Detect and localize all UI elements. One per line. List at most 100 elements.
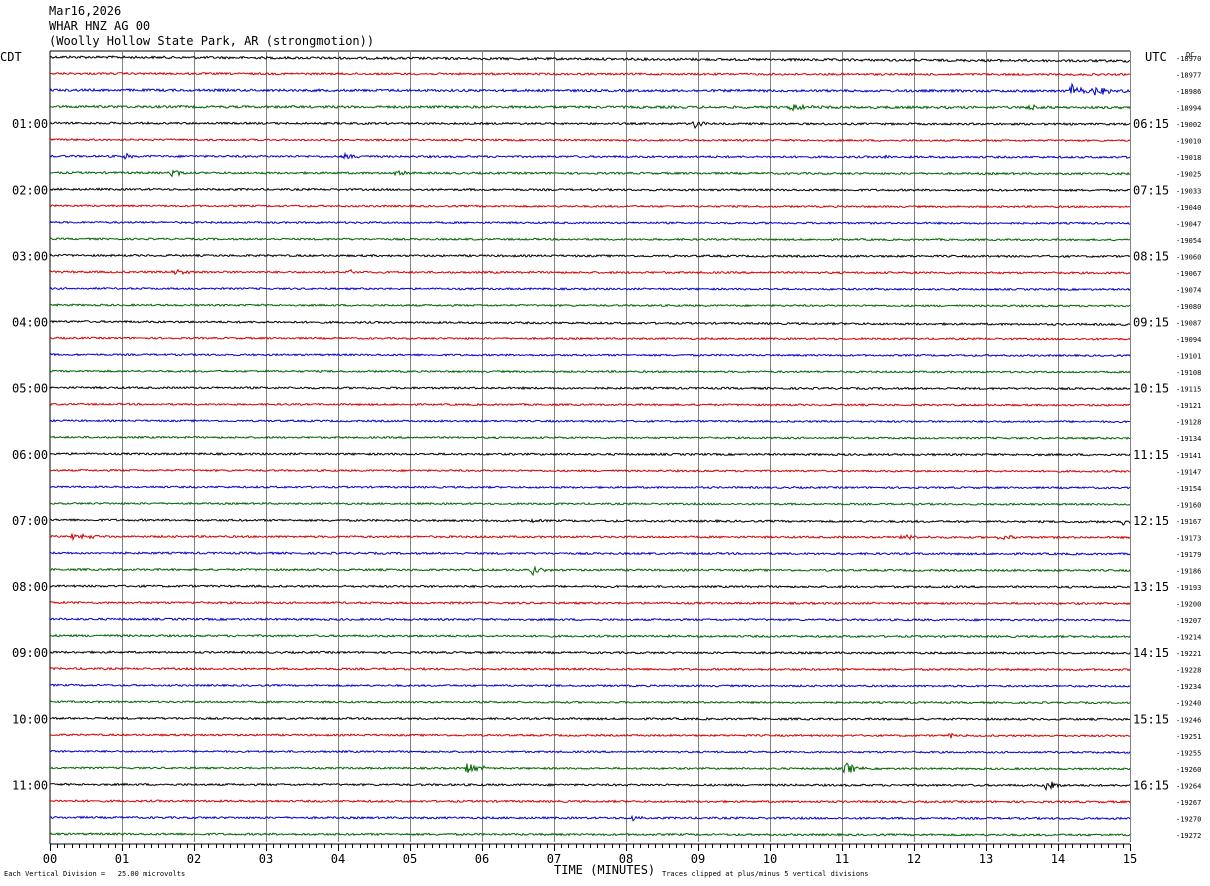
trace-row xyxy=(49,121,1131,129)
cdt-hour-label: 02:00 xyxy=(12,183,48,197)
trace-row xyxy=(49,532,1131,542)
cdt-hour-label: 04:00 xyxy=(12,316,48,330)
dc-offset-label: -19240 xyxy=(1176,700,1201,708)
trace-row xyxy=(49,633,1131,639)
dc-offset-label: -19264 xyxy=(1176,782,1201,790)
dc-offset-label: -19010 xyxy=(1176,138,1201,146)
trace-row xyxy=(49,832,1131,837)
trace-row xyxy=(49,617,1131,622)
dc-offset-label: -19047 xyxy=(1176,220,1201,228)
trace-row xyxy=(49,369,1131,374)
trace-row xyxy=(49,71,1131,77)
dc-offset-label: -19067 xyxy=(1176,270,1201,278)
dc-offset-label: -19251 xyxy=(1176,733,1201,741)
station-id: WHAR HNZ AG 00 xyxy=(49,19,151,33)
x-tick-label: 13 xyxy=(979,852,993,866)
dc-offset-label: -19167 xyxy=(1176,518,1201,526)
plot-date: Mar16,2026 xyxy=(49,4,122,18)
trace-row xyxy=(49,762,1131,774)
x-tick-label: 04 xyxy=(331,852,345,866)
cdt-hour-label: 03:00 xyxy=(12,249,48,263)
cdt-hour-label: 05:00 xyxy=(12,382,48,396)
trace-row xyxy=(49,781,1131,792)
utc-hour-label: 09:15 xyxy=(1133,316,1169,330)
trace-row xyxy=(49,485,1131,490)
dc-offset-label: -18994 xyxy=(1176,105,1201,113)
trace-row xyxy=(49,650,1131,655)
dc-offset-label: -19087 xyxy=(1176,320,1201,328)
utc-hour-label: 10:15 xyxy=(1133,382,1169,396)
utc-hour-label: 11:15 xyxy=(1133,448,1169,462)
x-tick-label: 09 xyxy=(691,852,705,866)
trace-row xyxy=(49,220,1131,225)
trace-row xyxy=(49,151,1131,160)
x-tick-label: 03 xyxy=(259,852,273,866)
cdt-hour-label: 08:00 xyxy=(12,580,48,594)
trace-row xyxy=(49,435,1130,440)
dc-offset-label: -19270 xyxy=(1176,815,1201,823)
trace-row xyxy=(49,204,1131,209)
x-tick-label: 15 xyxy=(1123,852,1137,866)
dc-offset-label: -19128 xyxy=(1176,419,1201,427)
trace-row xyxy=(49,700,1131,705)
dc-offset-label: -19108 xyxy=(1176,369,1201,377)
trace-row xyxy=(49,468,1131,473)
dc-offset-label: -19040 xyxy=(1176,204,1201,212)
x-tick-label: 12 xyxy=(907,852,921,866)
x-axis: 00 01 02 03 04 05 06 07 08 09 10 11 12 13 14 15 xyxy=(43,843,1137,866)
cdt-hour-label: 06:00 xyxy=(12,448,48,462)
dc-offset-label: -19207 xyxy=(1176,617,1201,625)
trace-row xyxy=(49,55,1131,63)
trace-row xyxy=(49,501,1131,506)
trace-row xyxy=(49,418,1131,424)
x-tick-label: 08 xyxy=(619,852,633,866)
trace-row xyxy=(49,799,1131,804)
utc-hour-label: 12:15 xyxy=(1133,514,1169,528)
dc-offset-label: -19193 xyxy=(1176,584,1201,592)
dc-offset-label: -19080 xyxy=(1176,303,1201,311)
x-tick-label: 05 xyxy=(403,852,417,866)
utc-hour-label: 15:15 xyxy=(1133,712,1169,726)
x-tick-label: 11 xyxy=(835,852,849,866)
x-tick-label: 01 xyxy=(115,852,129,866)
trace-row xyxy=(49,385,1131,391)
dc-offset-label: -19074 xyxy=(1176,286,1201,294)
dc-offset-label: -19179 xyxy=(1176,551,1201,559)
trace-row xyxy=(49,187,1131,193)
dc-offset-label: -19221 xyxy=(1176,650,1201,658)
dc-offset-label: -19154 xyxy=(1176,485,1201,493)
minute-grid xyxy=(49,50,1131,844)
trace-row xyxy=(49,814,1131,822)
trace-row xyxy=(49,732,1131,739)
time-labels: -18970 -18977 -18986 -18994 01:00 06:15 -19002… xyxy=(12,55,1201,840)
x-tick-label: 00 xyxy=(43,852,57,866)
dc-offset-label: -19186 xyxy=(1176,567,1201,575)
trace-row xyxy=(49,169,1131,178)
dc-offset-label: -19018 xyxy=(1176,154,1201,162)
x-tick-label: 14 xyxy=(1051,852,1065,866)
trace-row xyxy=(49,319,1131,327)
dc-offset-label: -19094 xyxy=(1176,336,1201,344)
dc-offset-label: -19214 xyxy=(1176,634,1201,642)
dc-offset-label: -19101 xyxy=(1176,353,1201,361)
trace-row xyxy=(49,749,1131,754)
trace-row xyxy=(49,451,1131,457)
dc-offset-label: -19060 xyxy=(1176,253,1201,261)
trace-row xyxy=(49,138,1131,143)
dc-offset-label: -18986 xyxy=(1176,88,1201,96)
trace-row xyxy=(49,253,1131,259)
dc-offset-label: -19134 xyxy=(1176,435,1201,443)
trace-row xyxy=(49,565,1131,577)
x-tick-label: 10 xyxy=(763,852,777,866)
dc-offset-label: -19160 xyxy=(1176,501,1201,509)
dc-offset-label: -18970 xyxy=(1176,55,1201,63)
cdt-hour-label: 10:00 xyxy=(12,712,48,726)
dc-offset-label: -19025 xyxy=(1176,171,1201,179)
utc-hour-label: 14:15 xyxy=(1133,646,1169,660)
trace-row xyxy=(50,683,1131,688)
trace-row xyxy=(49,716,1131,722)
utc-hour-label: 08:15 xyxy=(1133,249,1169,263)
trace-row xyxy=(49,666,1131,672)
trace-rows xyxy=(49,55,1131,837)
